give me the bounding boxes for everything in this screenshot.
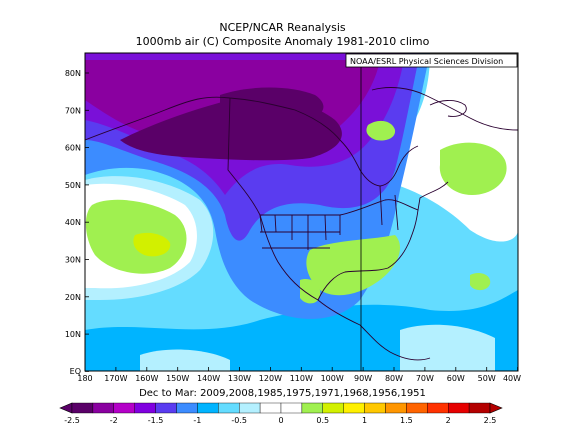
colorbar-swatch bbox=[468, 402, 491, 414]
colorbar-swatch bbox=[322, 402, 344, 414]
lon-tick-label: 120W bbox=[259, 374, 282, 383]
colorbar-swatch bbox=[259, 402, 282, 414]
field-green-mexico bbox=[300, 279, 321, 304]
colorbar-swatch bbox=[218, 402, 240, 414]
colorbar-arrow-left bbox=[59, 402, 73, 414]
colorbar-swatch bbox=[364, 402, 386, 414]
lon-tick-label: 140W bbox=[197, 374, 220, 383]
anomaly-field bbox=[85, 53, 518, 371]
colorbar-swatch bbox=[448, 402, 470, 414]
lon-tick-label: 110W bbox=[290, 374, 313, 383]
map-subtitle: 1000mb air (C) Composite Anomaly 1981-20… bbox=[135, 35, 430, 48]
coastlines bbox=[85, 87, 518, 361]
colorbar-swatch bbox=[406, 402, 428, 414]
lon-tick-label: 90W bbox=[354, 374, 372, 383]
colorbar-swatch bbox=[113, 402, 135, 414]
lon-tick-label: 180 bbox=[77, 374, 92, 383]
lat-tick-label: 80N bbox=[65, 69, 81, 78]
colorbar-tick-label: -0.5 bbox=[231, 416, 247, 425]
colorbar-tick-label: 0.5 bbox=[316, 416, 329, 425]
colorbar-tick-label: -1.5 bbox=[148, 416, 164, 425]
lon-tick-label: 40W bbox=[503, 374, 521, 383]
lat-tick-label: 50N bbox=[65, 181, 81, 190]
lon-tick-label: 100W bbox=[321, 374, 344, 383]
colorbar-tick-label: -2 bbox=[110, 416, 118, 425]
lat-tick-label: 10N bbox=[65, 330, 81, 339]
colorbar-swatch bbox=[343, 402, 365, 414]
longitude-axis: 180 170W 160W 150W 140W 130W 120W 110W 100W 90W 80… bbox=[77, 367, 521, 383]
colorbar-swatch bbox=[280, 402, 303, 414]
colorbar-swatch bbox=[238, 402, 261, 414]
colorbar-swatch bbox=[176, 402, 198, 414]
lon-tick-label: 50W bbox=[478, 374, 496, 383]
field-green-atlantic bbox=[439, 142, 507, 195]
credit-text: NOAA/ESRL Physical Sciences Division bbox=[350, 57, 503, 66]
colorbar-arrow-right bbox=[489, 402, 503, 414]
lon-tick-label: 150W bbox=[166, 374, 189, 383]
credit-box bbox=[345, 53, 518, 68]
field-deep-purple-2 bbox=[220, 87, 324, 121]
field-white-tropics bbox=[140, 349, 230, 371]
colorbar-tick-label: 2.5 bbox=[484, 416, 497, 425]
lon-tick-label: 60W bbox=[447, 374, 465, 383]
colorbar-tick-label: 2 bbox=[446, 416, 451, 425]
lat-tick-label: 30N bbox=[65, 256, 81, 265]
colorbar-swatch bbox=[427, 402, 449, 414]
lon-tick-label: 130W bbox=[228, 374, 251, 383]
lon-tick-label: 170W bbox=[104, 374, 127, 383]
colorbar-swatch bbox=[92, 402, 115, 414]
field-yellowgreen-pacific bbox=[133, 232, 171, 257]
lon-tick-label: 70W bbox=[416, 374, 434, 383]
composite-years-caption: Dec to Mar: 2009,2008,1985,1975,1971,196… bbox=[139, 388, 426, 399]
latitude-axis: 80N 70N 60N 50N 40N 30N 20N 10N EQ bbox=[65, 69, 89, 376]
colorbar-tick-label: 0 bbox=[278, 416, 283, 425]
colorbar-swatch bbox=[155, 402, 177, 414]
colorbar: -2.5 -2 -1.5 -1 -0.5 0 0.5 1 1.5 2 2.5 bbox=[59, 402, 503, 425]
lat-tick-label: 70N bbox=[65, 106, 81, 115]
lon-tick-label: 160W bbox=[135, 374, 158, 383]
lat-tick-label: 20N bbox=[65, 293, 81, 302]
field-green-atlantic-small bbox=[470, 273, 491, 291]
colorbar-swatch bbox=[197, 402, 219, 414]
lat-tick-label: EQ bbox=[70, 367, 81, 376]
colorbar-swatch bbox=[385, 402, 407, 414]
map-title: NCEP/NCAR Reanalysis bbox=[219, 21, 346, 34]
lat-tick-label: 40N bbox=[65, 218, 81, 227]
colorbar-swatch bbox=[301, 402, 323, 414]
colorbar-tick-label: -1 bbox=[193, 416, 201, 425]
colorbar-swatch bbox=[71, 402, 94, 414]
colorbar-tick-label: -2.5 bbox=[64, 416, 80, 425]
colorbar-swatch bbox=[134, 402, 156, 414]
lat-tick-label: 60N bbox=[65, 144, 81, 153]
colorbar-tick-label: 1 bbox=[362, 416, 367, 425]
field-green-hudson bbox=[366, 120, 396, 141]
colorbar-tick-label: 1.5 bbox=[400, 416, 413, 425]
lon-tick-label: 80W bbox=[385, 374, 403, 383]
